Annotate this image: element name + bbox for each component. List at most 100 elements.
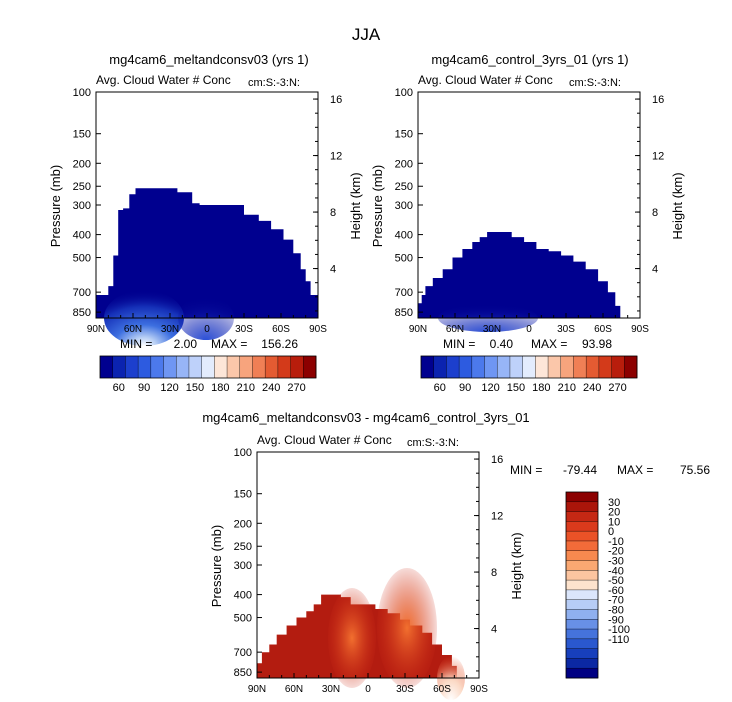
- field-blob: [328, 588, 376, 688]
- panel-left-field: [96, 188, 318, 346]
- colorbar-label: 210: [558, 382, 576, 394]
- x-tick-label: 90S: [470, 684, 488, 695]
- x-tick-label: 90S: [631, 324, 649, 335]
- colorbar-swatch: [509, 356, 524, 378]
- max-label: MAX =: [211, 337, 247, 351]
- colorbar-label: -80: [608, 604, 624, 616]
- colorbar-swatch: [290, 356, 304, 378]
- colorbar-swatch: [252, 356, 266, 378]
- field-area: [418, 232, 621, 318]
- panel-diff-y2-label: Height (km): [509, 532, 524, 599]
- panel-right-x-axis: 90N 60N 30N 0 30S 60S 90S: [409, 313, 649, 335]
- colorbar-swatch: [566, 648, 598, 659]
- field-area: [96, 188, 318, 318]
- colorbar-frame: [565, 491, 599, 679]
- x-tick-label: 0: [204, 324, 210, 335]
- y-tick-label: 100: [395, 87, 413, 99]
- colorbar-swatch: [303, 356, 317, 378]
- colorbar-label: 270: [287, 382, 305, 394]
- colorbar-swatch: [566, 609, 598, 620]
- y-tick-label: 100: [234, 447, 252, 459]
- panel-diff-y2-axis: 16 12 8 4: [474, 454, 503, 672]
- panel-diff-units: cm:S:-3:N:: [407, 437, 459, 449]
- colorbar-label: 270: [608, 382, 626, 394]
- y-tick-label: 500: [395, 253, 413, 265]
- colorbar-label: 30: [608, 497, 620, 509]
- y-tick-label: 250: [73, 181, 91, 193]
- min-label: MIN =: [443, 337, 475, 351]
- y-tick-label: 200: [395, 158, 413, 170]
- colorbar-label: -50: [608, 575, 624, 587]
- colorbar-swatch: [573, 356, 587, 378]
- y-tick-label: 500: [234, 613, 252, 625]
- y2-tick-label: 12: [652, 151, 664, 163]
- colorbar-swatch: [566, 570, 598, 581]
- colorbar-swatch: [421, 356, 435, 378]
- colorbar-swatch: [188, 356, 203, 378]
- panel-right-y2-label: Height (km): [670, 172, 685, 239]
- colorbar-swatch: [560, 356, 574, 378]
- colorbar-swatch: [624, 356, 638, 378]
- colorbar-swatch: [227, 356, 241, 378]
- colorbar-swatch: [566, 540, 598, 552]
- colorbar-swatch: [566, 511, 598, 522]
- colorbar-swatch: [566, 638, 598, 650]
- colorbar-swatch: [446, 356, 460, 378]
- y2-tick-label: 16: [652, 94, 664, 106]
- colorbar-swatch: [214, 356, 228, 378]
- colorbar-swatch: [566, 560, 598, 571]
- panel-left-minmax: MIN = 2.00 MAX = 156.26: [120, 337, 298, 351]
- panel-right-field: [418, 232, 621, 332]
- colorbar-swatch: [201, 356, 215, 378]
- colorbar-label: 60: [113, 382, 125, 394]
- colorbar-label: 20: [608, 507, 620, 519]
- panel-diff-colorbar: 30 20 10 0 -10 -20 -30 -40 -50 -60 -70 -…: [565, 491, 630, 679]
- x-tick-label: 30N: [322, 684, 340, 695]
- field-blob: [377, 568, 437, 688]
- colorbar-swatch: [535, 356, 549, 378]
- colorbar-swatch: [598, 356, 612, 378]
- colorbar-swatch: [566, 599, 598, 610]
- colorbar-label: -40: [608, 565, 624, 577]
- colorbar-label: -110: [608, 634, 629, 646]
- panel-left-x-axis: 90N 60N 30N 0 30S 60S 90S: [87, 313, 327, 335]
- colorbar-label: 240: [583, 382, 601, 394]
- y2-tick-label: 12: [491, 511, 503, 523]
- panel-left: mg4cam6_meltandconsv03 (yrs 1) Avg. Clou…: [48, 52, 363, 394]
- y-tick-label: 300: [395, 200, 413, 212]
- panel-left-y2-axis: 16 12 8 4: [313, 94, 342, 312]
- panel-diff-title: mg4cam6_meltandconsv03 - mg4cam6_control…: [202, 410, 529, 425]
- panel-right-colorbar: 60 90 120 150 180 210 240 270: [420, 355, 638, 394]
- min-value: 0.40: [490, 337, 514, 351]
- y2-tick-label: 12: [330, 151, 342, 163]
- panel-left-units: cm:S:-3:N:: [248, 77, 300, 89]
- min-value: -79.44: [563, 463, 597, 477]
- colorbar-label: 240: [262, 382, 280, 394]
- y2-tick-label: 4: [330, 264, 336, 276]
- y2-tick-label: 4: [652, 264, 658, 276]
- panel-right-y-label: Pressure (mb): [370, 165, 385, 247]
- colorbar-frame: [99, 355, 317, 379]
- y2-tick-label: 8: [330, 207, 336, 219]
- panel-left-y-label: Pressure (mb): [48, 165, 63, 247]
- panel-right-subtitle: Avg. Cloud Water # Conc: [418, 73, 553, 87]
- x-tick-label: 60N: [124, 324, 142, 335]
- x-tick-label: 90N: [87, 324, 105, 335]
- colorbar-swatch: [459, 356, 473, 378]
- x-tick-label: 90N: [248, 684, 266, 695]
- colorbar-swatch: [522, 356, 536, 378]
- colorbar-swatch: [566, 658, 598, 669]
- colorbar-swatch: [566, 589, 598, 601]
- colorbar-label: 90: [138, 382, 150, 394]
- colorbar-label: 10: [608, 516, 620, 528]
- max-label: MAX =: [531, 337, 567, 351]
- y-tick-label: 850: [234, 667, 252, 679]
- panel-right-y-axis: 100 150 200 250 300 400 500 700 850: [395, 87, 423, 319]
- max-value: 156.26: [261, 337, 298, 351]
- y-tick-label: 300: [73, 200, 91, 212]
- y-tick-label: 100: [73, 87, 91, 99]
- y-tick-label: 150: [395, 129, 413, 141]
- y2-tick-label: 8: [652, 207, 658, 219]
- panel-diff-y-label: Pressure (mb): [209, 525, 224, 607]
